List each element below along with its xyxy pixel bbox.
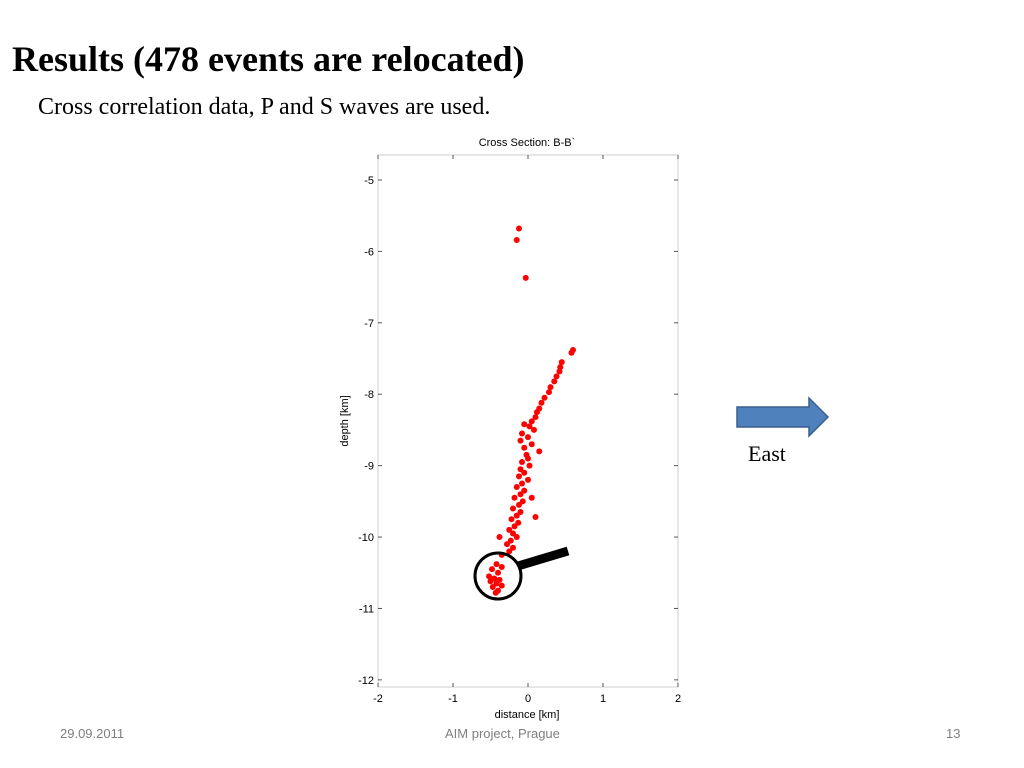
data-point — [511, 523, 518, 530]
data-point — [510, 544, 516, 551]
footer-date: 29.09.2011 — [60, 726, 125, 741]
data-point — [519, 480, 525, 487]
data-point — [528, 418, 535, 425]
data-point — [541, 394, 548, 401]
magnifier-handle — [516, 546, 570, 571]
axis-ticks: -2 -1 0 1 2-12-11-10-9-8-7-6-5 — [358, 155, 681, 705]
magnifier-annotation — [473, 546, 570, 601]
data-point — [519, 459, 525, 466]
footer-center: AIM project, Prague — [445, 726, 560, 741]
data-point — [517, 509, 524, 516]
plot-frame — [377, 154, 679, 688]
x-tick-label: 2 — [675, 693, 681, 705]
data-point — [517, 466, 524, 473]
data-point — [507, 537, 514, 544]
scatter-chart: Cross Section: B-B` -2 -1 0 1 2-12-11-10-9-8… — [339, 137, 681, 721]
slide-title: Results (478 events are relocated) — [12, 39, 525, 79]
data-point — [515, 519, 522, 526]
data-point — [521, 487, 528, 494]
data-point — [513, 484, 520, 491]
data-point — [513, 534, 520, 541]
data-point — [536, 448, 543, 455]
data-point — [506, 526, 513, 533]
data-point — [486, 573, 492, 580]
y-tick-label: -8 — [364, 389, 374, 401]
data-point — [538, 399, 545, 406]
data-point — [492, 589, 499, 596]
page-number: 13 — [946, 726, 961, 741]
data-point — [489, 584, 496, 591]
chart-title: Cross Section: B-B` — [479, 137, 576, 149]
y-axis-label: depth [km] — [339, 395, 351, 446]
data-point — [521, 469, 528, 476]
data-point — [556, 368, 563, 375]
data-point — [525, 434, 531, 441]
data-point — [493, 561, 500, 568]
data-point — [498, 582, 505, 589]
east-label: East — [748, 441, 786, 466]
data-point — [551, 378, 558, 385]
data-point — [558, 359, 565, 366]
data-point — [496, 534, 503, 541]
data-point — [546, 389, 552, 396]
data-point — [510, 530, 516, 537]
data-point — [534, 409, 540, 416]
data-point — [487, 578, 494, 585]
data-point — [516, 225, 522, 232]
data-point — [489, 566, 495, 573]
data-point — [532, 414, 539, 421]
x-axis-label: distance [km] — [495, 709, 560, 721]
data-point — [568, 349, 575, 356]
data-point — [517, 491, 524, 498]
data-point — [531, 426, 537, 433]
data-point — [513, 512, 520, 519]
data-point — [508, 516, 515, 523]
data-point — [553, 373, 560, 380]
x-tick-label: 0 — [525, 693, 531, 705]
data-point — [528, 494, 535, 501]
data-point — [493, 580, 500, 587]
data-point — [547, 384, 554, 391]
y-tick-label: -11 — [359, 603, 374, 615]
data-point — [519, 430, 525, 437]
slide-subtitle: Cross correlation data, P and S waves ar… — [38, 94, 491, 120]
y-tick-label: -12 — [358, 675, 374, 687]
data-point — [532, 514, 539, 521]
data-point — [516, 501, 522, 508]
data-point — [495, 569, 501, 576]
data-point — [504, 541, 510, 548]
data-point — [510, 505, 516, 512]
data-point — [519, 498, 526, 505]
y-tick-label: -10 — [358, 532, 374, 544]
y-tick-label: -5 — [364, 175, 374, 187]
data-point — [526, 462, 533, 469]
data-point — [511, 494, 518, 501]
x-tick-label: -2 — [373, 693, 383, 705]
data-point — [517, 437, 524, 444]
data-point — [498, 564, 505, 571]
data-point — [521, 421, 528, 428]
data-point — [525, 476, 531, 483]
y-tick-label: -7 — [364, 318, 374, 330]
magnifier-circle — [473, 551, 523, 601]
data-points — [486, 225, 576, 596]
y-tick-label: -9 — [364, 461, 374, 473]
data-point — [506, 548, 513, 555]
data-point — [522, 274, 529, 281]
data-point — [528, 441, 535, 448]
y-tick-label: -6 — [364, 246, 374, 258]
data-point — [516, 473, 522, 480]
data-point — [525, 455, 531, 462]
east-arrow-icon — [736, 396, 830, 438]
data-point — [521, 444, 528, 451]
data-point — [526, 423, 533, 430]
x-tick-label: -1 — [448, 693, 458, 705]
x-tick-label: 1 — [600, 693, 606, 705]
data-point — [513, 236, 520, 243]
